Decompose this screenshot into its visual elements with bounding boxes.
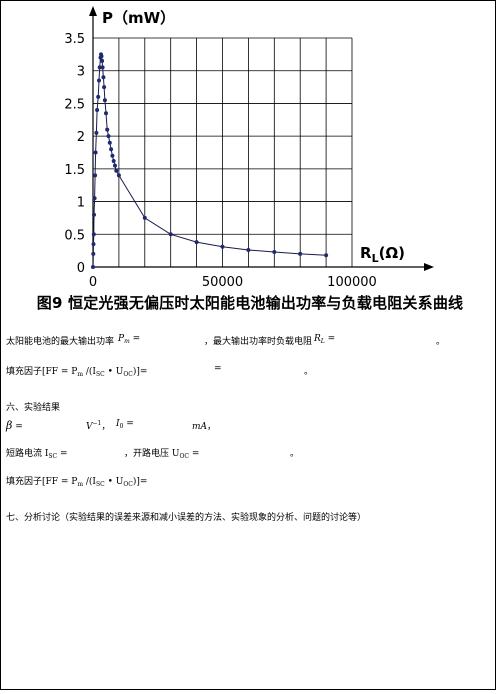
data-point xyxy=(95,108,100,112)
data-point xyxy=(246,248,251,252)
beta-symbol: β = xyxy=(6,419,23,432)
y-tick-label: 1.5 xyxy=(64,163,85,178)
data-point xyxy=(298,251,303,256)
y-tick-label: 3 xyxy=(77,65,85,80)
y-axis-label: P（mW） xyxy=(102,9,175,27)
data-point xyxy=(99,54,104,59)
beta-unit: V−1， xyxy=(86,420,111,432)
fill-factor-formula-2: 填充因子[FF = Pm /(ISC • UOC)]= xyxy=(6,477,148,488)
y-tick-label: 3.5 xyxy=(64,32,85,47)
chart-axes xyxy=(89,6,434,271)
fill-factor-formula: 填充因子[FF = Pm /(ISC • UOC)]= xyxy=(6,367,148,378)
data-point xyxy=(96,94,101,99)
data-point xyxy=(142,215,147,220)
max-power-resistance-text: ，最大输出功率时负载电阻 xyxy=(204,337,313,347)
max-power-text: 太阳能电池的最大输出功率 xyxy=(6,337,115,347)
data-point xyxy=(168,232,173,237)
data-point xyxy=(91,251,96,256)
data-point xyxy=(97,65,102,70)
fill-factor-equals: = xyxy=(214,364,222,374)
data-point xyxy=(272,250,277,254)
pm-symbol: Pm = xyxy=(118,334,141,345)
i0-symbol: I0 = xyxy=(116,419,134,430)
x-tick-label: 50000 xyxy=(202,275,243,290)
data-point xyxy=(100,65,105,70)
data-point xyxy=(113,163,117,168)
y-tick-label: 0.5 xyxy=(64,228,85,243)
section-7-heading: 七、分析讨论（实验结果的误差来源和减小误差的方法、实验现象的分析、问题的讨论等） xyxy=(6,513,367,523)
y-tick-label: 2 xyxy=(77,130,85,145)
data-point xyxy=(220,244,225,249)
y-tick-label: 0 xyxy=(77,261,85,276)
data-point xyxy=(91,265,95,269)
y-tick-label: 2.5 xyxy=(64,97,85,112)
figure-caption: 图9 恒定光强无偏压时太阳能电池输出功率与负载电阻关系曲线 xyxy=(36,294,464,312)
data-point xyxy=(93,150,98,155)
data-point xyxy=(91,232,96,237)
rl-symbol: RL = xyxy=(314,334,336,345)
chart-series xyxy=(91,52,329,269)
data-point xyxy=(100,58,105,63)
short-circuit-current: 短路电流 ISC = xyxy=(6,449,68,460)
data-point xyxy=(116,173,121,178)
data-point xyxy=(114,168,119,173)
data-point xyxy=(91,242,96,247)
data-point xyxy=(101,75,106,80)
data-point xyxy=(94,130,99,135)
x-tick-label: 100000 xyxy=(327,275,377,290)
series-line xyxy=(92,54,327,268)
data-point xyxy=(102,85,107,90)
x-axis-arrow xyxy=(424,263,434,271)
data-point xyxy=(106,134,111,139)
data-point xyxy=(97,78,101,83)
y-axis-arrow xyxy=(89,6,97,16)
power-resistance-chart: 0 0.5 1 1.5 2 2.5 3 3.5 0 50000 100000 P（mW） RL(Ω) xyxy=(64,6,434,290)
y-tick-label: 1 xyxy=(77,196,85,211)
data-point xyxy=(105,127,110,132)
data-point xyxy=(194,240,199,245)
chart-tick-labels: 0 0.5 1 1.5 2 2.5 3 3.5 0 50000 100000 xyxy=(64,32,377,290)
data-point xyxy=(109,147,114,152)
data-point xyxy=(107,140,112,145)
data-point xyxy=(92,212,96,217)
data-point xyxy=(104,111,108,116)
line-end-mark: 。 xyxy=(304,367,314,377)
data-point xyxy=(93,173,98,178)
data-point xyxy=(102,98,107,103)
i0-unit: mA， xyxy=(192,422,217,432)
chart-grid xyxy=(93,37,353,267)
x-tick-label: 0 xyxy=(89,275,97,290)
x-axis-label: RL(Ω) xyxy=(360,244,405,265)
open-circuit-voltage: ，开路电压 UOC = xyxy=(124,449,200,460)
data-point xyxy=(324,253,329,258)
section-6-heading: 六、实验结果 xyxy=(6,403,61,413)
line-end-mark: 。 xyxy=(436,337,446,347)
data-point xyxy=(92,196,97,201)
line-end-mark: 。 xyxy=(290,449,300,459)
data-point xyxy=(111,159,116,163)
data-point xyxy=(110,153,115,158)
